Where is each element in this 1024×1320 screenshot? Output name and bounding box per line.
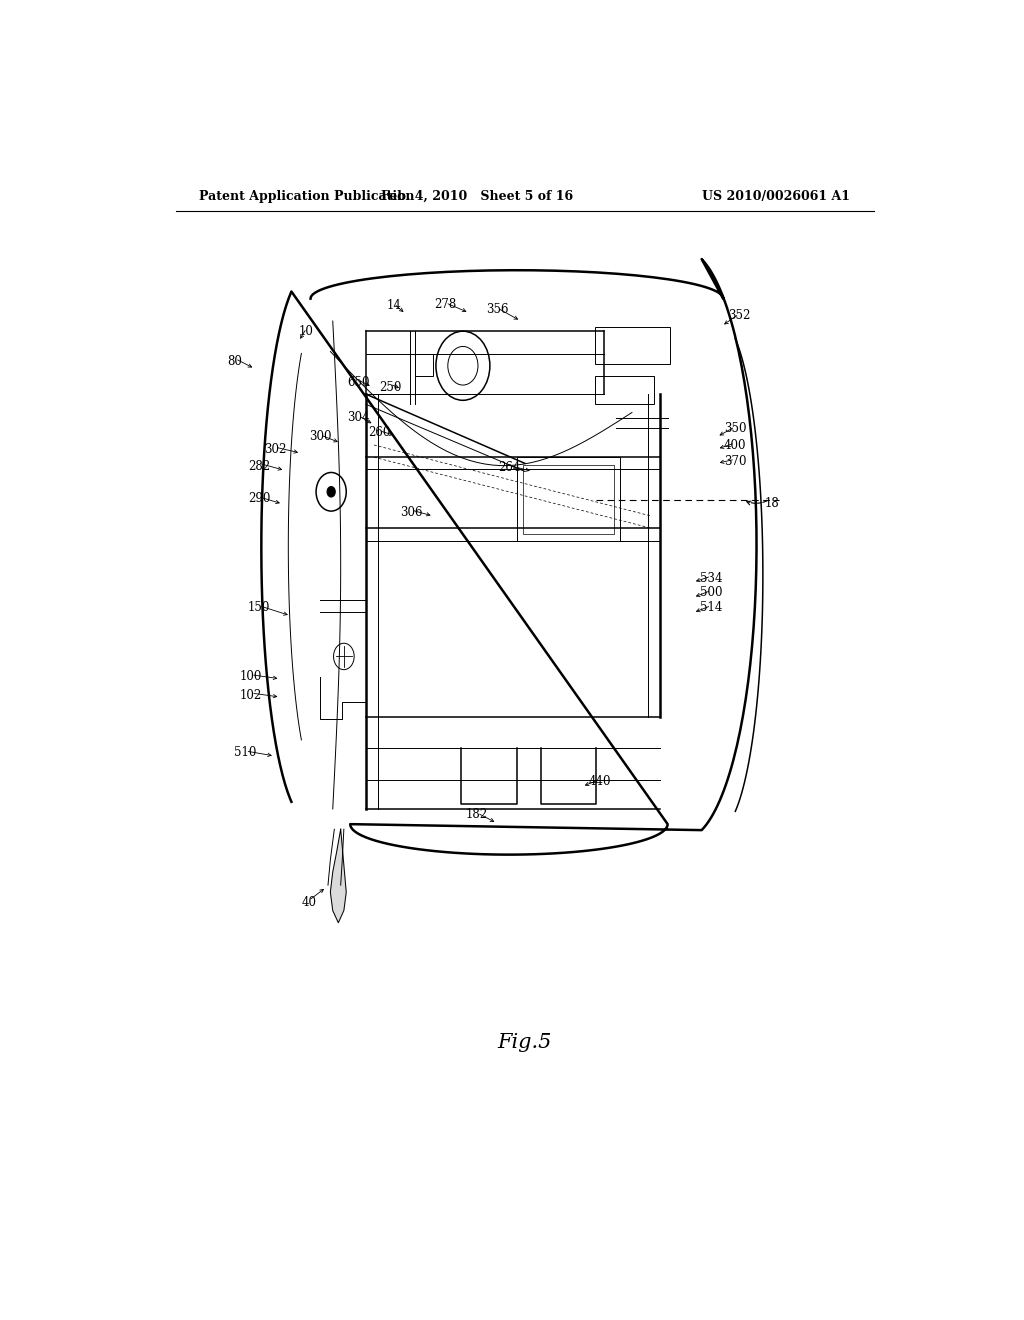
Text: 102: 102 [240,689,262,701]
Text: 514: 514 [700,601,723,614]
Text: 282: 282 [248,459,270,473]
Bar [416,354,433,376]
Text: US 2010/0026061 A1: US 2010/0026061 A1 [702,190,850,202]
Text: 260: 260 [369,426,391,440]
Text: 100: 100 [240,671,262,684]
Text: 80: 80 [227,355,243,368]
Polygon shape [331,829,346,923]
Text: 40: 40 [301,896,316,909]
Text: 352: 352 [728,309,751,322]
Text: 350: 350 [724,422,746,436]
Text: 534: 534 [700,572,723,585]
Text: 300: 300 [309,430,332,444]
Text: 250: 250 [379,380,401,393]
Text: 14: 14 [386,300,401,313]
Text: Patent Application Publication: Patent Application Publication [200,190,415,202]
Text: 278: 278 [434,298,457,312]
Text: 150: 150 [248,601,270,614]
Text: 306: 306 [400,506,423,519]
Bar [523,466,613,535]
Bar [517,457,621,541]
Circle shape [328,487,335,496]
Text: Feb. 4, 2010   Sheet 5 of 16: Feb. 4, 2010 Sheet 5 of 16 [381,190,573,202]
Text: 356: 356 [485,304,508,317]
Text: 510: 510 [234,747,257,759]
Text: 440: 440 [589,775,611,788]
Text: 264: 264 [498,461,520,474]
Text: 10: 10 [299,325,314,338]
Text: 302: 302 [263,442,286,455]
Bar [595,376,654,404]
Text: 500: 500 [700,586,723,599]
Text: 304: 304 [347,411,370,424]
Text: 18: 18 [765,498,780,511]
Text: 370: 370 [724,455,746,467]
Text: 182: 182 [466,808,488,821]
Text: Fig.5: Fig.5 [498,1034,552,1052]
Text: 650: 650 [347,375,370,388]
Text: 290: 290 [248,492,270,506]
Text: 400: 400 [724,438,746,451]
Bar [595,327,670,364]
